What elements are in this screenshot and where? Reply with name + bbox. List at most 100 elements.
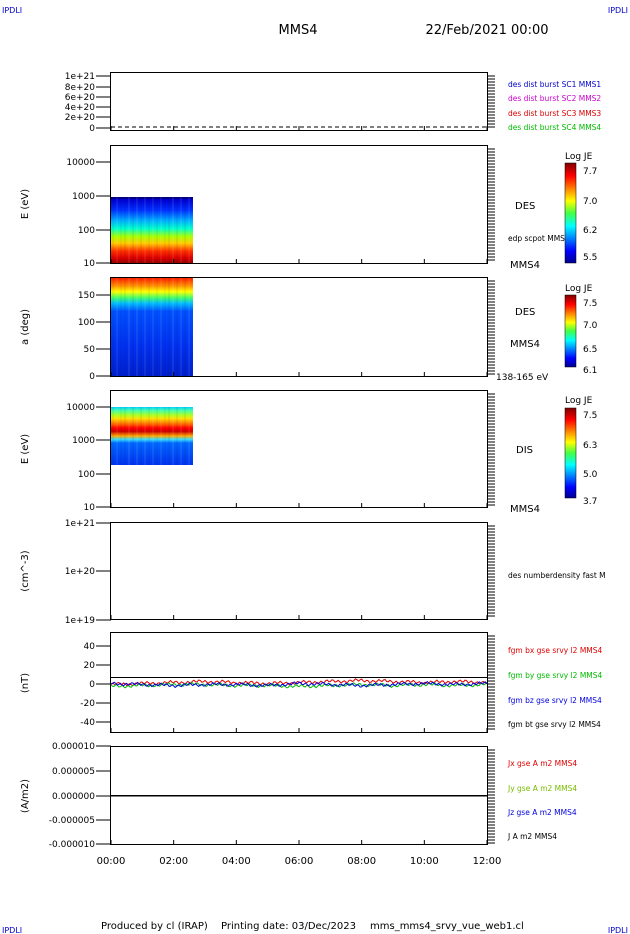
colorbar-tick: 7.5 [583,411,597,421]
ylabel-dis-energy: E (eV) [20,434,31,464]
legend-bx: fgm bx gse srvy l2 MMS4 [508,646,603,655]
b-field-traces [110,677,488,689]
legend-mms3: des dist burst SC3 MMS3 [508,109,601,118]
x-tick-label: 00:00 [97,856,126,867]
ylabel-density: (cm^-3) [20,550,31,591]
des-pitch-spectrogram [111,278,193,376]
corner-label-bottom-left: IPDLI [2,926,22,934]
plot-spacecraft-title: MMS4 [279,23,318,38]
legend-mms1: des dist burst SC1 MMS1 [508,80,601,89]
colorbar-title: Log JE [565,396,593,406]
footer-produced-by: Produced by cl (IRAP) [101,921,208,932]
colorbar-tick: 3.7 [583,497,597,507]
label-des: DES [515,201,535,212]
label-edp-scpot: edp scpot MMS4 [508,234,570,243]
panel-b-field-frame [110,632,488,733]
legend-mms2: des dist burst SC2 MMS2 [508,94,601,103]
y-tick-label: 0 [89,372,95,382]
panel-des-energy-frame [110,145,488,264]
y-tick-label: 0.000010 [52,742,95,752]
label-mms4-panel2: MMS4 [510,260,540,271]
legend-by: fgm by gse srvy l2 MMS4 [508,671,603,680]
y-tick-label: 20 [84,661,96,671]
colorbar-title: Log JE [565,152,593,162]
y-tick-label: 1000 [72,192,95,202]
y-tick-label: 1e+19 [65,616,96,626]
y-tick-label: 1e+21 [65,72,95,82]
colorbar-tick: 7.0 [583,197,598,207]
ylabel-b-field: (nT) [20,673,31,693]
colorbar-des-pitch: Log JE 7.5 7.0 6.5 6.1 [564,284,598,376]
x-tick-label: 08:00 [347,856,376,867]
y-tick-label: 150 [78,291,95,301]
label-energy-range: 138-165 eV [496,373,549,383]
minor-ticks [487,75,495,844]
y-tick-label: 10 [84,503,96,513]
y-tick-label: 0.000000 [52,792,95,802]
y-tick-label: -0.000005 [49,816,95,826]
y-tick-label: -20 [80,699,95,709]
legend-bz: fgm bz gse srvy l2 MMS4 [508,696,602,705]
x-ticks: 00:00 02:00 04:00 06:00 08:00 10:00 12:00 [97,126,502,867]
y-tick-label: -40 [80,718,95,728]
y-tick-label: -0.000010 [49,840,95,850]
ylabel-current: (A/m2) [20,779,31,813]
colorbar-tick: 6.2 [583,226,597,236]
colorbar-tick: 5.0 [583,470,598,480]
legend-jy: Jy gse A m2 MMS4 [507,784,577,793]
plot-date: 22/Feb/2021 00:00 [426,23,549,38]
ylabel-des-pitch: a (deg) [20,309,31,345]
spectrogram-streaks [112,197,190,465]
legend-bt: fgm bt gse srvy l2 MMS4 [508,720,601,729]
corner-label-bottom-right: IPDLI [608,926,628,934]
y-tick-label: 100 [78,470,95,480]
y-tick-label: 50 [84,345,96,355]
colorbar-gradient [564,294,577,368]
panel-dist-frame [110,72,488,131]
panel-density-frame [110,522,488,620]
ylabel-des-energy: E (eV) [20,189,31,219]
corner-label-top-left: IPDLI [2,6,22,15]
x-tick-label: 04:00 [222,856,251,867]
x-tick-label: 06:00 [285,856,314,867]
label-mms4-panel3: MMS4 [510,339,540,350]
dis-energy-spectrogram [111,407,193,465]
y-ticks: 1e+218e+206e+204e+202e+20010000100010010… [49,72,111,850]
x-tick-label: 12:00 [473,856,502,867]
label-dis: DIS [516,445,533,456]
legend-mms4: des dist burst SC4 MMS4 [508,123,601,132]
footer-filename: mms_mms4_srvy_vue_web1.cl [370,921,524,932]
colorbar-tick: 5.5 [583,253,597,263]
x-tick-label: 02:00 [159,856,188,867]
legend-j: J A m2 MMS4 [507,832,557,841]
y-tick-label: 1e+20 [65,567,96,577]
colorbar-gradient [564,162,577,264]
colorbar-tick: 7.7 [583,167,597,177]
legend-density: des numberdensity fast M [508,571,606,580]
legend-jx: Jx gse A m2 MMS4 [507,759,577,768]
x-tick-label: 10:00 [410,856,439,867]
y-tick-label: 1e+21 [65,519,95,529]
colorbar-title: Log JE [565,284,593,294]
label-mms4-panel4: MMS4 [510,504,540,515]
colorbar-tick: 6.3 [583,441,597,451]
y-tick-label: 0.000005 [52,767,95,777]
colorbar-tick: 7.5 [583,299,597,309]
y-tick-label: 10000 [66,403,95,413]
y-tick-label: 10000 [66,158,95,168]
colorbar-tick: 7.0 [583,321,598,331]
y-tick-label: 0 [89,680,95,690]
legend-jz: Jz gse A m2 MMS4 [507,808,577,817]
panel-dis-energy-frame [110,390,488,508]
y-tick-label: 10 [84,259,96,269]
y-tick-label: 40 [84,642,96,652]
b-series-line [110,681,488,689]
y-tick-label: 8e+20 [65,83,96,93]
y-tick-label: 100 [78,226,95,236]
des-energy-spectrogram [111,197,193,263]
y-tick-label: 1000 [72,436,95,446]
y-tick-label: 4e+20 [65,103,96,113]
corner-label-top-right: IPDLI [608,6,628,15]
colorbar-des-energy: Log JE 7.7 7.0 6.2 5.5 [564,152,598,264]
